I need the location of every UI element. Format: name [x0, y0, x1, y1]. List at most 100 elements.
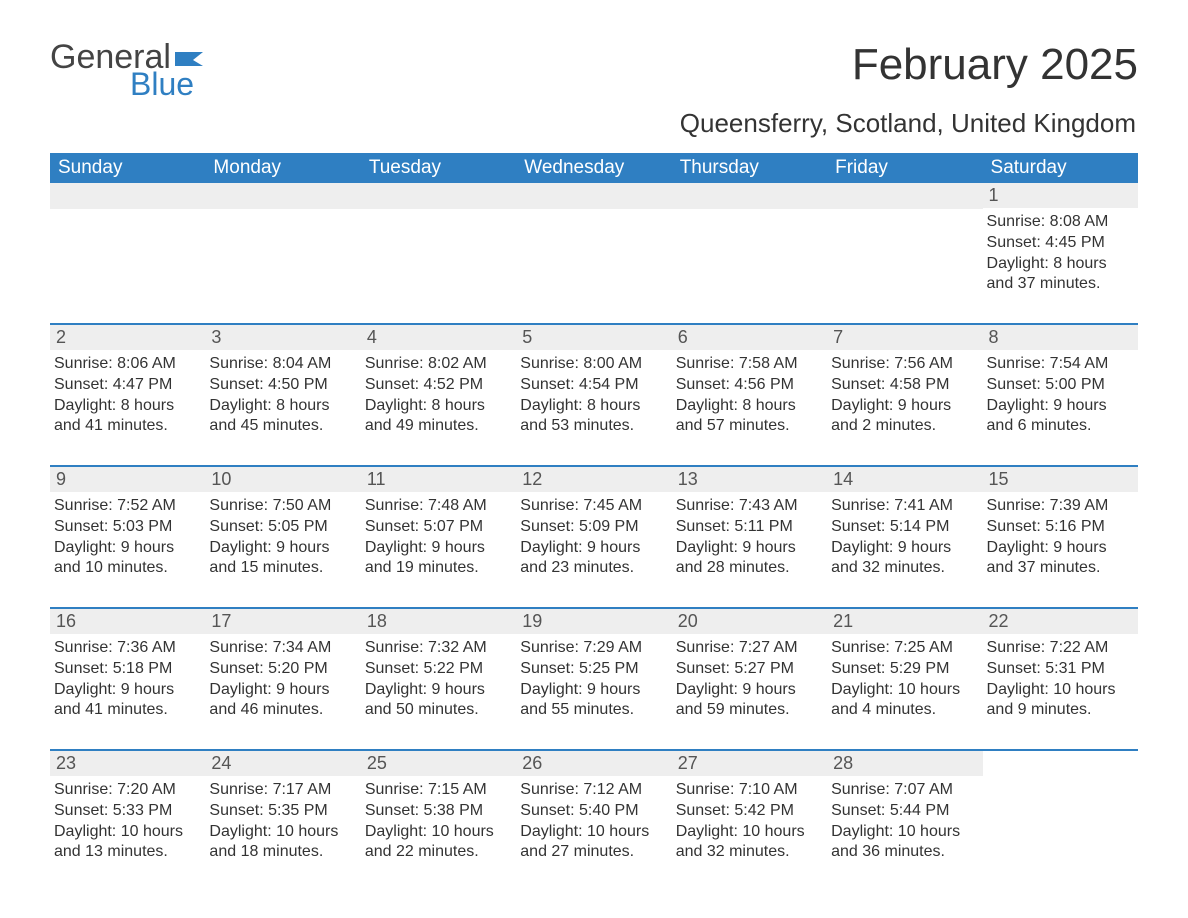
day-dl2: and 4 minutes.: [831, 700, 976, 721]
day-sunset: Sunset: 4:52 PM: [365, 375, 510, 396]
day-dl1: Daylight: 10 hours: [831, 680, 976, 701]
day-of-week-header: SundayMondayTuesdayWednesdayThursdayFrid…: [50, 153, 1138, 183]
page-title: February 2025: [852, 40, 1138, 90]
day-sunset: Sunset: 5:25 PM: [520, 659, 665, 680]
day-body: Sunrise: 7:48 AMSunset: 5:07 PMDaylight:…: [361, 492, 516, 589]
day-sunrise: Sunrise: 8:08 AM: [987, 212, 1132, 233]
day-number: 24: [205, 751, 360, 776]
day-dl2: and 57 minutes.: [676, 416, 821, 437]
day-dl2: and 37 minutes.: [987, 274, 1132, 295]
calendar-day: [516, 183, 671, 309]
day-number: 16: [50, 609, 205, 634]
day-sunrise: Sunrise: 7:39 AM: [987, 496, 1132, 517]
calendar-week: 1Sunrise: 8:08 AMSunset: 4:45 PMDaylight…: [50, 183, 1138, 309]
calendar-day: 20Sunrise: 7:27 AMSunset: 5:27 PMDayligh…: [672, 609, 827, 735]
brand-blue: Blue: [130, 68, 205, 100]
day-body: Sunrise: 7:17 AMSunset: 5:35 PMDaylight:…: [205, 776, 360, 873]
dow-cell: Sunday: [50, 153, 205, 183]
dow-cell: Monday: [205, 153, 360, 183]
day-dl1: Daylight: 10 hours: [831, 822, 976, 843]
day-sunrise: Sunrise: 7:41 AM: [831, 496, 976, 517]
day-sunset: Sunset: 5:03 PM: [54, 517, 199, 538]
day-dl1: Daylight: 8 hours: [987, 254, 1132, 275]
day-dl2: and 50 minutes.: [365, 700, 510, 721]
day-sunrise: Sunrise: 7:54 AM: [987, 354, 1132, 375]
day-sunrise: Sunrise: 7:07 AM: [831, 780, 976, 801]
day-sunrise: Sunrise: 7:12 AM: [520, 780, 665, 801]
calendar-day: 5Sunrise: 8:00 AMSunset: 4:54 PMDaylight…: [516, 325, 671, 451]
day-number: 12: [516, 467, 671, 492]
day-body: Sunrise: 7:27 AMSunset: 5:27 PMDaylight:…: [672, 634, 827, 731]
day-sunset: Sunset: 5:16 PM: [987, 517, 1132, 538]
calendar-day: [983, 751, 1138, 877]
day-sunset: Sunset: 5:20 PM: [209, 659, 354, 680]
day-sunrise: Sunrise: 7:48 AM: [365, 496, 510, 517]
day-body: Sunrise: 7:10 AMSunset: 5:42 PMDaylight:…: [672, 776, 827, 873]
week-spacer: [50, 593, 1138, 607]
day-dl1: Daylight: 9 hours: [520, 680, 665, 701]
day-body: Sunrise: 8:06 AMSunset: 4:47 PMDaylight:…: [50, 350, 205, 447]
calendar-day: 28Sunrise: 7:07 AMSunset: 5:44 PMDayligh…: [827, 751, 982, 877]
day-dl2: and 59 minutes.: [676, 700, 821, 721]
day-dl2: and 6 minutes.: [987, 416, 1132, 437]
day-sunrise: Sunrise: 7:45 AM: [520, 496, 665, 517]
empty-day-bar: [516, 183, 671, 209]
day-sunrise: Sunrise: 8:02 AM: [365, 354, 510, 375]
day-dl2: and 49 minutes.: [365, 416, 510, 437]
calendar-day: [50, 183, 205, 309]
day-body: Sunrise: 7:43 AMSunset: 5:11 PMDaylight:…: [672, 492, 827, 589]
dow-cell: Saturday: [983, 153, 1138, 183]
day-sunset: Sunset: 5:18 PM: [54, 659, 199, 680]
day-dl2: and 13 minutes.: [54, 842, 199, 863]
day-sunset: Sunset: 4:54 PM: [520, 375, 665, 396]
calendar-day: 10Sunrise: 7:50 AMSunset: 5:05 PMDayligh…: [205, 467, 360, 593]
day-dl1: Daylight: 9 hours: [676, 538, 821, 559]
day-body: Sunrise: 7:36 AMSunset: 5:18 PMDaylight:…: [50, 634, 205, 731]
empty-day-bar: [205, 183, 360, 209]
day-sunset: Sunset: 5:35 PM: [209, 801, 354, 822]
day-sunrise: Sunrise: 7:25 AM: [831, 638, 976, 659]
day-dl2: and 18 minutes.: [209, 842, 354, 863]
day-sunset: Sunset: 5:29 PM: [831, 659, 976, 680]
calendar-day: 1Sunrise: 8:08 AMSunset: 4:45 PMDaylight…: [983, 183, 1138, 309]
day-dl2: and 55 minutes.: [520, 700, 665, 721]
day-number: 2: [50, 325, 205, 350]
day-sunset: Sunset: 4:47 PM: [54, 375, 199, 396]
day-dl1: Daylight: 9 hours: [365, 680, 510, 701]
day-sunrise: Sunrise: 7:22 AM: [987, 638, 1132, 659]
day-dl2: and 23 minutes.: [520, 558, 665, 579]
day-body: Sunrise: 7:15 AMSunset: 5:38 PMDaylight:…: [361, 776, 516, 873]
day-dl2: and 10 minutes.: [54, 558, 199, 579]
calendar-day: 12Sunrise: 7:45 AMSunset: 5:09 PMDayligh…: [516, 467, 671, 593]
day-dl2: and 53 minutes.: [520, 416, 665, 437]
day-number: 25: [361, 751, 516, 776]
day-number: 5: [516, 325, 671, 350]
calendar-week: 16Sunrise: 7:36 AMSunset: 5:18 PMDayligh…: [50, 607, 1138, 735]
day-dl1: Daylight: 8 hours: [209, 396, 354, 417]
day-sunset: Sunset: 5:42 PM: [676, 801, 821, 822]
day-body: Sunrise: 8:00 AMSunset: 4:54 PMDaylight:…: [516, 350, 671, 447]
day-dl1: Daylight: 10 hours: [365, 822, 510, 843]
day-sunset: Sunset: 5:38 PM: [365, 801, 510, 822]
calendar-week: 9Sunrise: 7:52 AMSunset: 5:03 PMDaylight…: [50, 465, 1138, 593]
calendar-day: [672, 183, 827, 309]
day-sunset: Sunset: 5:44 PM: [831, 801, 976, 822]
empty-day-bar: [672, 183, 827, 209]
day-sunset: Sunset: 5:07 PM: [365, 517, 510, 538]
day-sunset: Sunset: 4:56 PM: [676, 375, 821, 396]
day-body: Sunrise: 7:22 AMSunset: 5:31 PMDaylight:…: [983, 634, 1138, 731]
day-dl2: and 15 minutes.: [209, 558, 354, 579]
day-sunrise: Sunrise: 7:15 AM: [365, 780, 510, 801]
empty-day-bar: [361, 183, 516, 209]
day-number: 6: [672, 325, 827, 350]
calendar-day: 7Sunrise: 7:56 AMSunset: 4:58 PMDaylight…: [827, 325, 982, 451]
day-dl1: Daylight: 9 hours: [987, 538, 1132, 559]
day-sunrise: Sunrise: 7:20 AM: [54, 780, 199, 801]
week-spacer: [50, 451, 1138, 465]
day-number: 27: [672, 751, 827, 776]
day-dl1: Daylight: 9 hours: [365, 538, 510, 559]
day-sunrise: Sunrise: 7:56 AM: [831, 354, 976, 375]
day-dl1: Daylight: 10 hours: [209, 822, 354, 843]
day-sunset: Sunset: 4:45 PM: [987, 233, 1132, 254]
day-dl2: and 36 minutes.: [831, 842, 976, 863]
